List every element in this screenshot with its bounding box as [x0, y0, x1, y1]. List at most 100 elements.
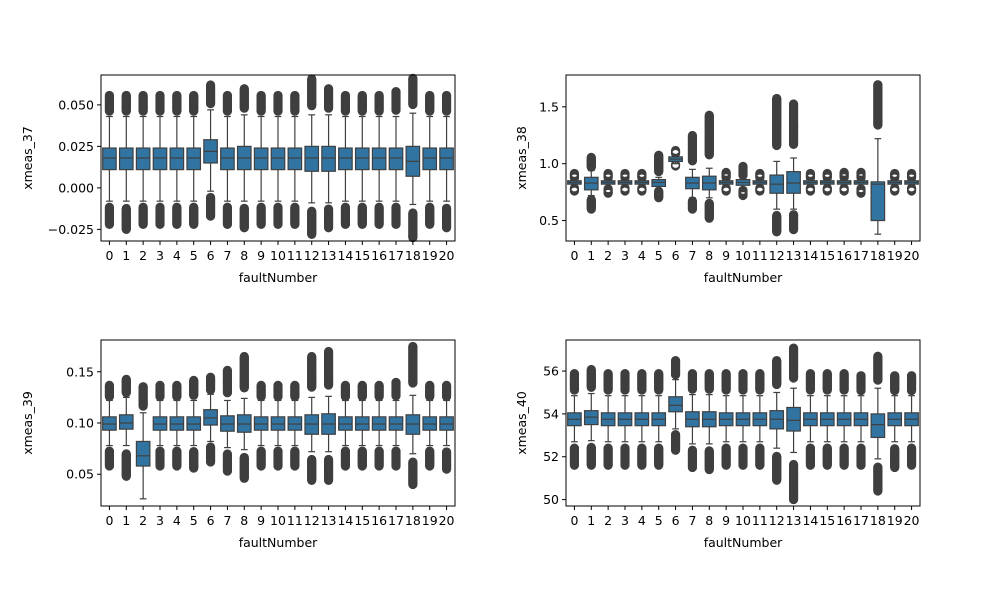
flier-upper	[138, 90, 148, 101]
flier-lower	[408, 208, 418, 218]
x-tick-label: 11	[287, 248, 303, 263]
box-xmeas_37-fault-5	[186, 90, 202, 229]
flier-upper	[586, 152, 596, 162]
box-xmeas_37-fault-8	[236, 84, 252, 233]
x-tick-label: 18	[405, 513, 421, 528]
flier-lower	[239, 203, 249, 213]
x-tick-label: 14	[802, 513, 818, 528]
box-body	[371, 147, 387, 171]
flier-lower	[687, 196, 698, 206]
box-xmeas_38-fault-13	[786, 99, 801, 235]
x-tick-label: 15	[354, 513, 370, 528]
x-tick-label: 17	[388, 513, 404, 528]
box-body	[422, 147, 438, 171]
box-xmeas_38-fault-2	[600, 168, 616, 198]
subplot-xmeas_38: 0 1 2 3 4 5 6 7 8 9 10 11 12 13 14 15 16 17 18 19 200.51.01.…	[514, 74, 921, 285]
flier-lower	[138, 202, 148, 212]
y-tick-label: −0.025	[48, 222, 94, 237]
flier-lower	[603, 184, 613, 194]
x-tick-label: 0	[570, 513, 578, 528]
box-xmeas_38-fault-14	[803, 168, 818, 196]
flier-lower	[654, 186, 664, 196]
x-tick-label: 7	[688, 248, 696, 263]
x-tick-label: 8	[705, 248, 713, 263]
box-xmeas_37-fault-17	[388, 86, 404, 229]
x-tick-label: 8	[240, 248, 248, 263]
flier-upper	[687, 130, 698, 141]
flier-lower	[222, 202, 233, 212]
box-body	[870, 413, 886, 439]
x-tick-label: 3	[156, 513, 164, 528]
box-xmeas_37-fault-4	[169, 90, 185, 229]
x-tick-label: 18	[870, 248, 886, 263]
flier-upper	[239, 84, 249, 94]
box-body	[135, 440, 151, 467]
x-tick-label: 13	[786, 248, 802, 263]
x-tick-label: 18	[870, 513, 886, 528]
box-body	[220, 147, 235, 171]
box-xmeas_38-fault-0	[567, 168, 582, 196]
x-tick-label: 13	[321, 513, 337, 528]
flier-lower	[340, 202, 351, 212]
x-tick-label: 5	[190, 513, 198, 528]
box-xmeas_38-fault-5	[651, 150, 667, 203]
x-tick-label: 3	[156, 248, 164, 263]
box-xmeas_37-fault-12	[304, 74, 320, 239]
box-body	[321, 145, 336, 172]
box-xmeas_37-fault-6	[203, 80, 218, 221]
x-tick-label: 20	[439, 513, 455, 528]
flier-upper	[441, 90, 452, 101]
x-tick-label: 1	[122, 248, 130, 263]
x-tick-label: 1	[587, 513, 595, 528]
x-axis-label: faultNumber	[704, 535, 783, 550]
y-axis-label: xmeas_40	[514, 391, 529, 455]
x-tick-label: 13	[321, 248, 337, 263]
box-body	[169, 147, 185, 171]
box-xmeas_37-fault-9	[253, 90, 269, 229]
x-tick-label: 11	[752, 248, 768, 263]
y-tick-label: 0.05	[66, 467, 94, 482]
x-tick-label: 3	[621, 248, 629, 263]
x-tick-label: 20	[904, 248, 920, 263]
flier-upper	[738, 161, 748, 171]
flier-lower	[374, 202, 384, 212]
y-tick-label: 0.5	[539, 213, 559, 228]
flier-upper	[189, 90, 199, 101]
flier-lower	[357, 202, 367, 212]
box-xmeas_38-fault-17	[853, 167, 869, 198]
x-tick-label: 14	[802, 248, 818, 263]
box-xmeas_38-fault-3	[617, 168, 633, 196]
x-tick-label: 15	[819, 248, 835, 263]
y-axis-label: xmeas_38	[514, 126, 529, 190]
box-body	[338, 147, 353, 171]
flier-upper	[256, 90, 266, 101]
box-body	[668, 396, 683, 413]
box-body	[186, 147, 202, 171]
flier-upper	[323, 84, 334, 94]
flier-lower	[323, 204, 334, 214]
flier-upper	[704, 110, 714, 120]
x-tick-label: 10	[270, 248, 286, 263]
box-body	[270, 147, 286, 171]
box-xmeas_38-fault-16	[836, 167, 852, 196]
flier-upper	[172, 90, 182, 101]
flier-lower	[772, 210, 782, 221]
box-xmeas_38-fault-7	[685, 130, 700, 214]
y-tick-label: 1.0	[539, 156, 559, 171]
flier-lower	[391, 202, 401, 212]
flier-upper	[205, 80, 216, 90]
flier-upper	[290, 90, 300, 101]
box-xmeas_38-fault-1	[583, 152, 599, 214]
x-tick-label: 2	[139, 513, 147, 528]
x-tick-label: 19	[887, 513, 903, 528]
box-xmeas_37-fault-16	[371, 90, 387, 229]
x-tick-label: 4	[173, 513, 181, 528]
x-tick-label: 19	[887, 248, 903, 263]
x-tick-label: 4	[173, 248, 181, 263]
flier-upper	[374, 90, 384, 101]
flier-upper	[104, 90, 115, 101]
flier-lower	[586, 194, 596, 205]
y-tick-label: 56	[543, 364, 559, 379]
flier-lower	[290, 202, 300, 212]
x-tick-label: 20	[904, 513, 920, 528]
